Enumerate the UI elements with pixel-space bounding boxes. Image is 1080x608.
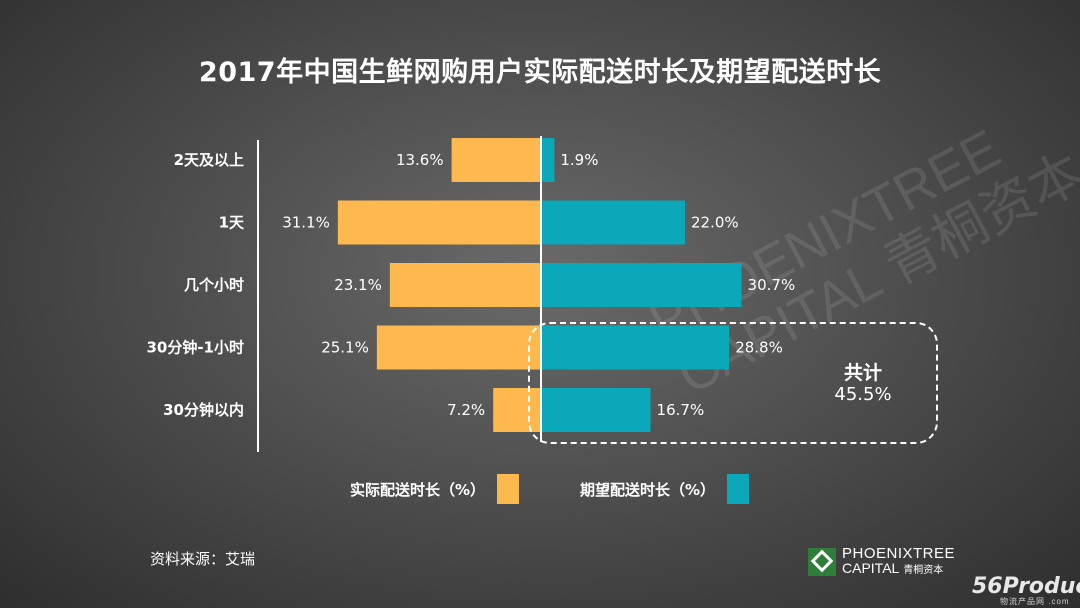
category-label: 30分钟-1小时 bbox=[146, 339, 244, 357]
total-highlight-box bbox=[528, 322, 938, 444]
data-label-expected: 22.0% bbox=[691, 214, 739, 232]
bar-actual bbox=[389, 263, 540, 307]
total-label: 共计 bbox=[843, 362, 882, 384]
legend-swatch-actual bbox=[497, 474, 520, 504]
category-label: 30分钟以内 bbox=[163, 401, 244, 419]
source-note: 资料来源：艾瑞 bbox=[150, 550, 256, 568]
bar-expected bbox=[542, 263, 742, 307]
legend: 实际配送时长（%） 期望配送时长（%） bbox=[0, 474, 1080, 508]
bar-expected bbox=[542, 325, 730, 370]
phoenixtree-logo-icon bbox=[808, 548, 836, 576]
legend-swatch-expected bbox=[727, 474, 750, 504]
logo-sub-cn: 青桐资本 bbox=[903, 565, 944, 576]
bar-actual bbox=[376, 325, 540, 370]
legend-item-expected: 期望配送时长（%） bbox=[580, 474, 750, 504]
legend-label-expected: 期望配送时长（%） bbox=[580, 480, 716, 499]
data-label-actual: 25.1% bbox=[321, 339, 369, 357]
bar-actual bbox=[451, 138, 540, 182]
bar-actual bbox=[337, 200, 540, 245]
data-label-expected: 30.7% bbox=[748, 276, 796, 294]
bar-expected bbox=[542, 138, 555, 182]
category-label: 几个小时 bbox=[184, 276, 244, 294]
brand-watermark-sub: 物流产品网 .com bbox=[1000, 597, 1070, 606]
logo-name: PHOENIXTREE bbox=[842, 545, 956, 562]
data-label-expected: 1.9% bbox=[560, 151, 598, 169]
data-label-expected: 28.8% bbox=[735, 339, 783, 357]
logo-sub: CAPITAL 青桐资本 bbox=[842, 561, 955, 578]
bar-expected bbox=[542, 388, 651, 432]
data-label-expected: 16.7% bbox=[657, 401, 705, 419]
bar-expected bbox=[542, 200, 685, 245]
phoenixtree-logo: PHOENIXTREE CAPITAL 青桐资本 bbox=[808, 546, 955, 578]
legend-label-actual: 实际配送时长（%） bbox=[350, 480, 486, 499]
logo-sub-en: CAPITAL bbox=[842, 560, 900, 576]
data-label-actual: 31.1% bbox=[282, 214, 330, 232]
data-label-actual: 23.1% bbox=[334, 276, 382, 294]
total-value: 45.5% bbox=[834, 384, 892, 405]
data-label-actual: 13.6% bbox=[396, 151, 444, 169]
data-label-actual: 7.2% bbox=[447, 401, 485, 419]
chart-title: 2017年中国生鲜网购用户实际配送时长及期望配送时长 bbox=[198, 57, 882, 88]
brand-watermark: 56Products bbox=[972, 574, 1080, 599]
category-label: 1天 bbox=[219, 214, 245, 232]
legend-item-actual: 实际配送时长（%） bbox=[350, 474, 520, 504]
category-label: 2天及以上 bbox=[174, 151, 244, 169]
